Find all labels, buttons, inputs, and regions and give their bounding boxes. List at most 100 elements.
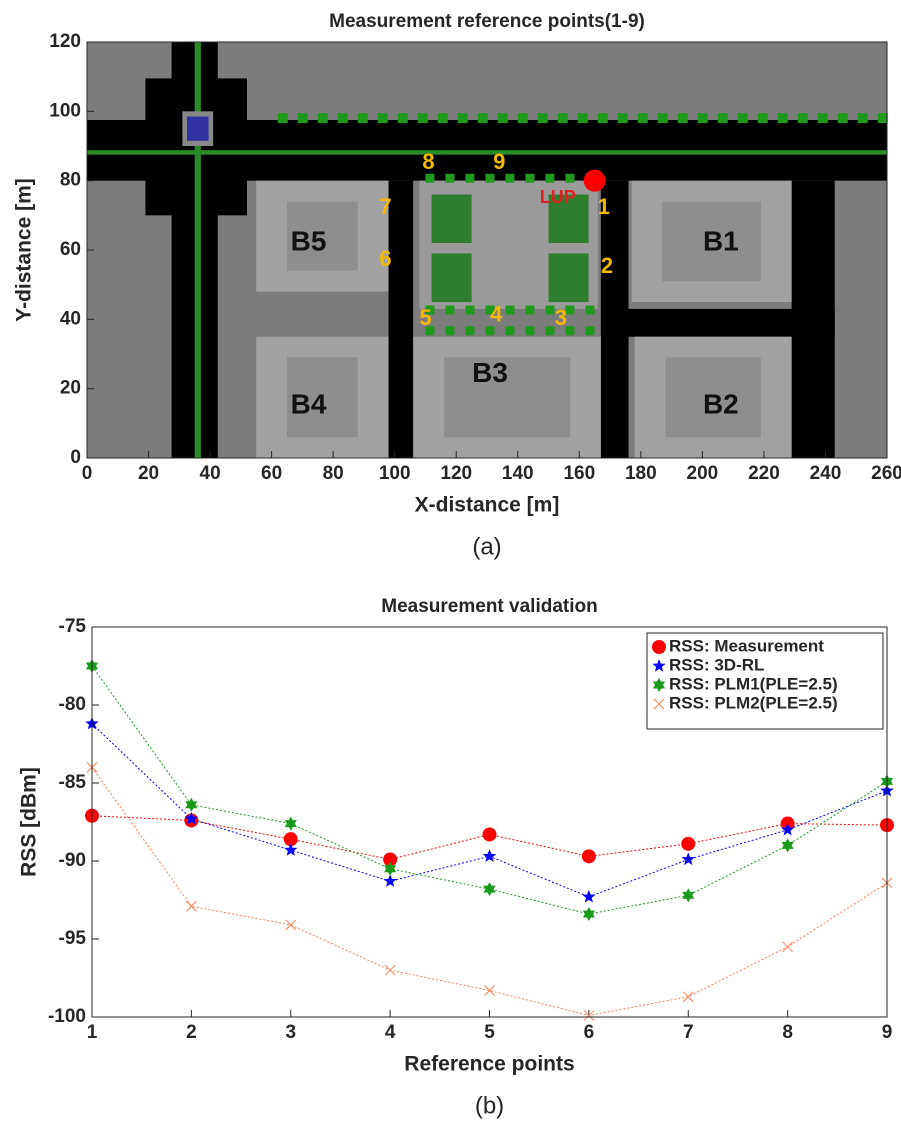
- series-line: [91, 665, 888, 915]
- tree: [497, 113, 508, 124]
- y-tick-label: -100: [48, 1006, 86, 1027]
- chart-title: Measurement reference points(1-9): [329, 11, 645, 32]
- marker: [383, 874, 397, 887]
- tree: [565, 173, 575, 183]
- tree: [297, 113, 308, 124]
- legend-label: RSS: PLM2(PLE=2.5): [669, 693, 838, 712]
- marker: [484, 985, 495, 996]
- x-tick-label: 160: [563, 463, 595, 484]
- building-label: B4: [291, 388, 327, 419]
- marker: [184, 811, 198, 825]
- tree: [457, 113, 468, 124]
- tree: [505, 173, 515, 183]
- tree: [485, 305, 495, 315]
- marker: [682, 991, 694, 1003]
- tree: [425, 326, 435, 336]
- tree: [637, 113, 648, 124]
- plot-frame: [91, 626, 888, 1018]
- marker: [781, 822, 795, 836]
- x-tick-label: 260: [871, 463, 901, 484]
- tree: [677, 113, 688, 124]
- x-tick-label: 100: [379, 463, 411, 484]
- tree: [277, 113, 288, 124]
- plot-frame: [86, 41, 888, 459]
- point-label: 8: [422, 149, 434, 174]
- road: [388, 180, 414, 458]
- marker: [483, 882, 496, 897]
- green-area: [548, 194, 589, 244]
- x-tick-label: 240: [810, 463, 842, 484]
- caption: (b): [475, 1092, 504, 1119]
- legend-label: RSS: PLM1(PLE=2.5): [669, 674, 838, 693]
- y-tick-label: 80: [60, 170, 81, 191]
- y-tick-label: 0: [70, 447, 81, 468]
- marker: [185, 797, 198, 812]
- marker: [284, 843, 298, 856]
- marker: [384, 964, 396, 976]
- y-tick-label: -75: [59, 616, 87, 637]
- tree: [445, 326, 455, 336]
- marker: [682, 888, 695, 903]
- building-roof: [665, 357, 761, 438]
- tree: [577, 113, 588, 124]
- tree: [337, 113, 348, 124]
- marker: [781, 838, 794, 853]
- y-tick-label: 60: [60, 239, 81, 260]
- marker: [681, 836, 696, 851]
- tree: [857, 113, 868, 124]
- marker: [186, 900, 197, 912]
- tree: [317, 113, 328, 124]
- tree: [425, 305, 435, 315]
- tree: [525, 305, 535, 315]
- x-tick-label: 7: [683, 1022, 694, 1043]
- tree: [357, 113, 368, 124]
- tree: [537, 113, 548, 124]
- y-tick-label: 100: [49, 100, 81, 121]
- point-label: 7: [379, 194, 391, 219]
- x-tick-label: 6: [584, 1022, 595, 1043]
- point-label: 9: [493, 149, 505, 174]
- legend-box: [646, 632, 884, 730]
- y-tick-label: -80: [59, 694, 86, 715]
- building-label: B1: [703, 225, 739, 256]
- caption: (a): [472, 533, 501, 560]
- point-label: 2: [601, 253, 613, 278]
- x-tick-label: 80: [323, 463, 344, 484]
- x-axis-label: X-distance [m]: [415, 494, 560, 517]
- y-tick-label: -90: [59, 850, 86, 871]
- y-tick-label: -95: [59, 928, 87, 949]
- x-tick-label: 1: [87, 1022, 98, 1043]
- point-label: 3: [555, 305, 567, 330]
- tree: [657, 113, 668, 124]
- tree: [445, 173, 455, 183]
- road: [628, 308, 835, 337]
- tree: [565, 305, 575, 315]
- x-tick-label: 2: [186, 1022, 197, 1043]
- marker: [285, 919, 297, 931]
- marker: [482, 827, 497, 842]
- tree: [585, 305, 595, 315]
- lane-line: [194, 42, 201, 458]
- tree: [545, 173, 555, 183]
- building-roof: [662, 201, 761, 282]
- marker-label: LUP: [540, 187, 576, 207]
- chart-title: Measurement validation: [381, 596, 597, 617]
- y-tick-label: -85: [59, 772, 87, 793]
- marker: [582, 889, 596, 903]
- building-roof: [443, 357, 571, 438]
- x-axis-label: Reference points: [404, 1053, 574, 1076]
- tree: [505, 326, 515, 336]
- tree: [777, 113, 788, 124]
- tree: [565, 326, 575, 336]
- series-line: [91, 767, 888, 1016]
- tree: [525, 326, 535, 336]
- tree: [737, 113, 748, 124]
- x-tick-label: 60: [261, 463, 282, 484]
- tree: [517, 113, 528, 124]
- building-label: B3: [472, 357, 508, 388]
- tree: [397, 113, 408, 124]
- lane-line: [87, 150, 887, 155]
- marker: [681, 852, 695, 866]
- tower-roof: [187, 116, 209, 141]
- building-label: B5: [291, 225, 327, 256]
